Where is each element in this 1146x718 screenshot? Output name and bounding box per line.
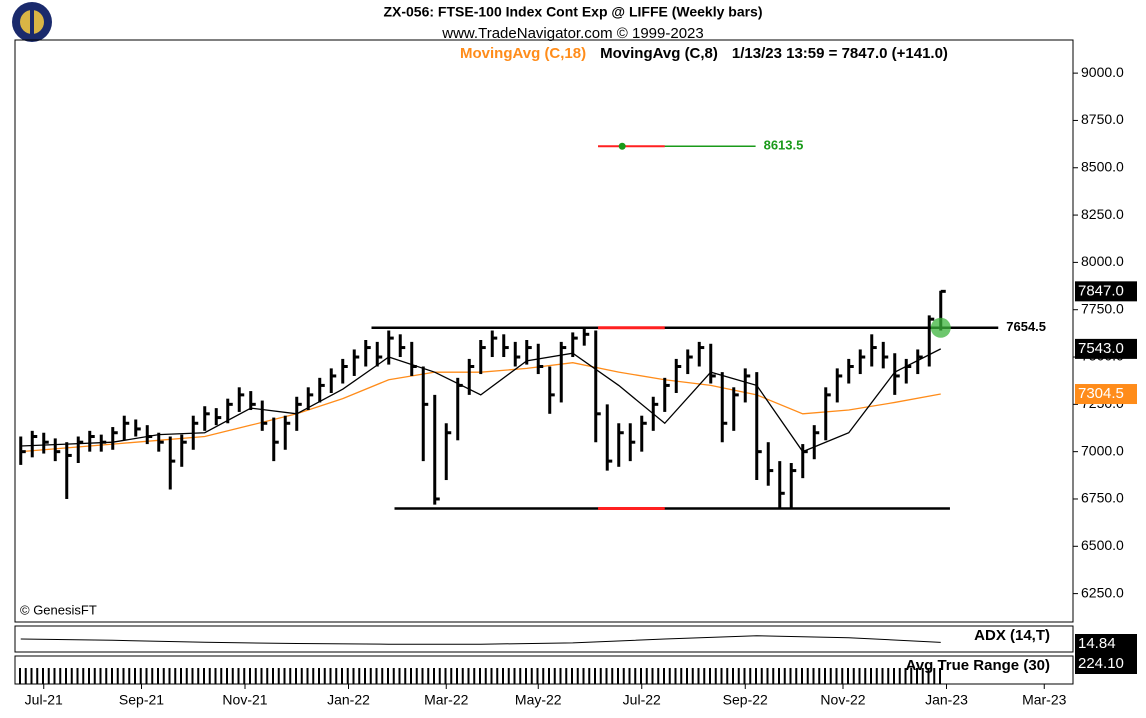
adx-box	[1075, 634, 1137, 654]
y-tick-label: 8750.0	[1081, 111, 1124, 127]
atr-name: Avg True Range (30)	[906, 657, 1050, 674]
last-close-label: 7847.0	[1078, 282, 1124, 299]
x-tick-label: Sep-21	[119, 692, 164, 708]
legend-entry: 1/13/23 13:59 = 7847.0 (+141.0)	[732, 45, 948, 62]
level-label: 8613.5	[764, 138, 804, 153]
y-tick-label: 9000.0	[1081, 64, 1124, 80]
last-ma-label-box	[1075, 338, 1137, 359]
atr-histogram	[19, 668, 941, 684]
level-dot	[618, 142, 626, 150]
x-tick-label: Jul-22	[623, 692, 661, 708]
x-tick-label: Jul-21	[25, 692, 63, 708]
x-tick-label: Sep-22	[723, 692, 768, 708]
logo	[12, 2, 52, 42]
credit: © GenesisFT	[20, 602, 97, 617]
adx-line	[20, 635, 941, 645]
atr-last: 224.10	[1078, 655, 1124, 672]
x-tick-label: Jan-22	[327, 692, 370, 708]
x-tick-label: Nov-21	[222, 692, 267, 708]
y-tick-label: 8250.0	[1081, 206, 1124, 222]
chart-title: ZX-056: FTSE-100 Index Cont Exp @ LIFFE …	[383, 4, 762, 20]
atr-box	[1075, 654, 1137, 674]
adx-last: 14.84	[1078, 635, 1116, 652]
legend-entry: MovingAvg (C,8)	[600, 45, 718, 62]
last-close-label-box	[1075, 281, 1137, 302]
adx-name: ADX (14,T)	[974, 627, 1050, 644]
price-panel	[14, 39, 1074, 623]
x-tick-label: Mar-23	[1022, 692, 1067, 708]
legend-entry: MovingAvg (C,18)	[460, 45, 586, 62]
level-label: 7654.5	[1006, 319, 1046, 334]
subtitle: www.TradeNavigator.com © 1999-2023	[441, 25, 703, 42]
y-tick-label: 7750.0	[1081, 300, 1124, 316]
y-tick-label: 7000.0	[1081, 442, 1124, 458]
x-tick-label: Nov-22	[820, 692, 865, 708]
y-tick-label: 6750.0	[1081, 490, 1124, 506]
last-ma-label: 7304.5	[1078, 385, 1124, 402]
last-ma-label: 7543.0	[1078, 340, 1124, 357]
adx-panel	[14, 625, 1074, 653]
y-tick-label: 8000.0	[1081, 253, 1124, 269]
x-tick-label: Mar-22	[424, 692, 469, 708]
last-ma-label-box	[1075, 384, 1137, 405]
x-tick-label: May-22	[515, 692, 562, 708]
y-tick-label: 8500.0	[1081, 158, 1124, 174]
highlight	[930, 317, 951, 338]
moving-average	[20, 348, 942, 453]
y-tick-label: 6250.0	[1081, 584, 1124, 600]
y-tick-label: 6500.0	[1081, 537, 1124, 553]
x-tick-label: Jan-23	[925, 692, 968, 708]
